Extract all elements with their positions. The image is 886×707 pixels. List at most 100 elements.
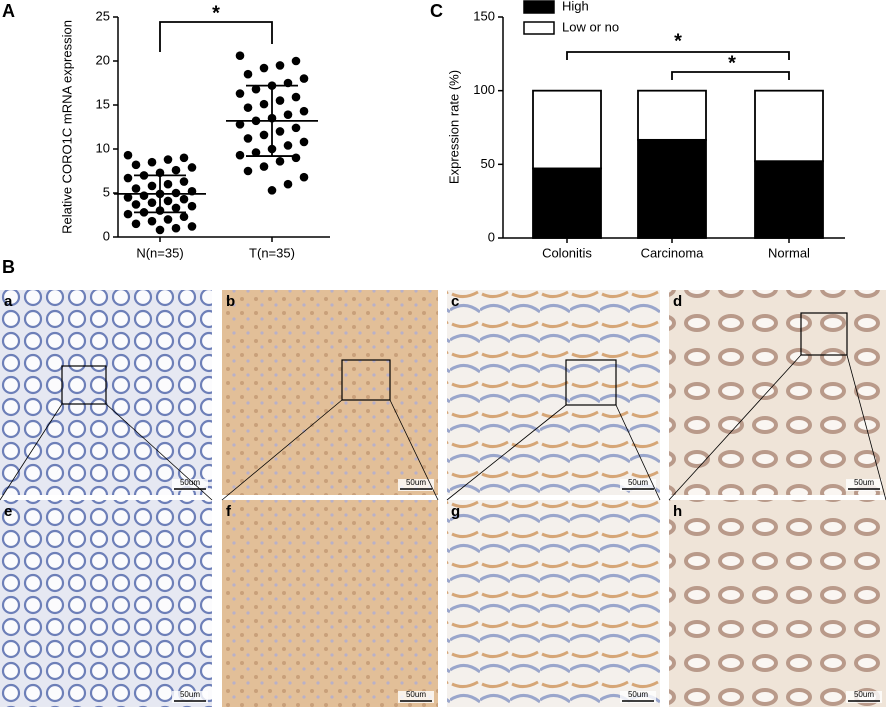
data-point (131, 200, 141, 209)
scale-bar-bg (846, 479, 882, 491)
histology-panels: a 50um b 50um c 50um d 50um e 50um f 50um g 50um h 50um (0, 290, 886, 707)
scale-bar-bg (172, 691, 208, 703)
data-point (243, 134, 253, 143)
y-tick-label: 10 (96, 140, 110, 155)
zoom-line (615, 404, 661, 501)
data-point (131, 160, 141, 170)
image-label: e (4, 503, 12, 520)
data-point (243, 69, 253, 79)
significance: * (212, 2, 220, 24)
legend-label: High (562, 0, 589, 13)
zoom-line (668, 354, 802, 501)
data-point (163, 215, 173, 224)
data-point (147, 216, 157, 226)
histology-image (0, 500, 212, 707)
data-point (147, 181, 157, 191)
data-point (131, 184, 141, 193)
significance-bracket (159, 21, 273, 52)
data-point (139, 191, 149, 200)
histology-image (447, 500, 660, 707)
data-point (259, 162, 269, 171)
data-point (171, 203, 181, 213)
data-point (235, 51, 245, 61)
data-point (123, 173, 133, 183)
histology-image (447, 290, 660, 495)
y-tick-label: 5 (103, 184, 110, 199)
x-tick-label: N(n=35) (136, 245, 183, 260)
bar-segment (754, 89, 824, 163)
zoom-line (221, 399, 343, 501)
data-point (283, 179, 293, 189)
bar-segment (637, 138, 707, 239)
data-point (259, 130, 269, 140)
data-point (179, 194, 189, 204)
y-tick-label: 20 (96, 52, 110, 67)
data-point (251, 148, 261, 157)
bar-segment (532, 89, 602, 170)
data-point (123, 150, 133, 160)
data-point (171, 223, 181, 233)
data-point (259, 63, 269, 73)
significance-bracket (671, 71, 790, 80)
histology-image (222, 290, 438, 495)
data-point (131, 219, 141, 229)
bar-segment (532, 167, 602, 239)
panel-label: A (2, 1, 15, 21)
y-tick-label: 150 (473, 8, 495, 23)
data-point (243, 166, 253, 176)
scale-bar-bg (620, 691, 656, 703)
image-label: d (673, 293, 682, 310)
data-point (291, 92, 301, 102)
data-point (235, 150, 245, 160)
data-point (283, 110, 293, 119)
data-point (299, 106, 309, 116)
image-label: h (673, 503, 682, 520)
data-point (235, 120, 245, 129)
data-point (291, 153, 301, 163)
data-point (275, 127, 285, 136)
data-point (187, 222, 197, 231)
legend-swatch (523, 0, 555, 14)
scale-label: 50um (180, 478, 200, 487)
significance: * (674, 30, 682, 52)
data-point (299, 74, 309, 83)
scale-label: 50um (628, 478, 648, 487)
data-point (299, 172, 309, 182)
data-point (267, 186, 277, 195)
zoom-box (341, 359, 391, 401)
y-axis-label: Relative CORO1C mRNA expression (59, 20, 74, 234)
bar-segment (754, 160, 824, 239)
data-point (291, 56, 301, 66)
panel-label: B (2, 257, 15, 277)
scale-label: 50um (628, 690, 648, 699)
image-label: a (4, 293, 13, 310)
zoom-box (61, 365, 107, 405)
data-point (123, 209, 133, 219)
x-tick-label: Carcinoma (641, 245, 705, 260)
x-tick-label: Normal (768, 245, 810, 260)
image-label: f (226, 503, 232, 520)
zoom-line (389, 399, 439, 501)
zoom-box (565, 359, 617, 406)
data-point (147, 157, 157, 167)
x-tick-label: Colonitis (542, 245, 592, 260)
image-label: c (451, 293, 459, 310)
data-point (163, 196, 173, 206)
legend-swatch (523, 21, 555, 35)
data-point (291, 123, 301, 133)
data-point (275, 96, 285, 105)
image-label: b (226, 293, 235, 310)
data-point (179, 177, 189, 186)
data-point (251, 84, 261, 94)
legend-label: Low or no (562, 19, 619, 34)
x-tick-label: T(n=35) (249, 245, 295, 260)
data-point (179, 212, 189, 222)
zoom-line (105, 403, 213, 501)
data-point (275, 61, 285, 70)
y-tick-label: 25 (96, 8, 110, 23)
data-point (123, 193, 133, 202)
scale-bar-bg (846, 691, 882, 703)
significance-bracket (566, 51, 790, 60)
data-point (259, 99, 269, 109)
